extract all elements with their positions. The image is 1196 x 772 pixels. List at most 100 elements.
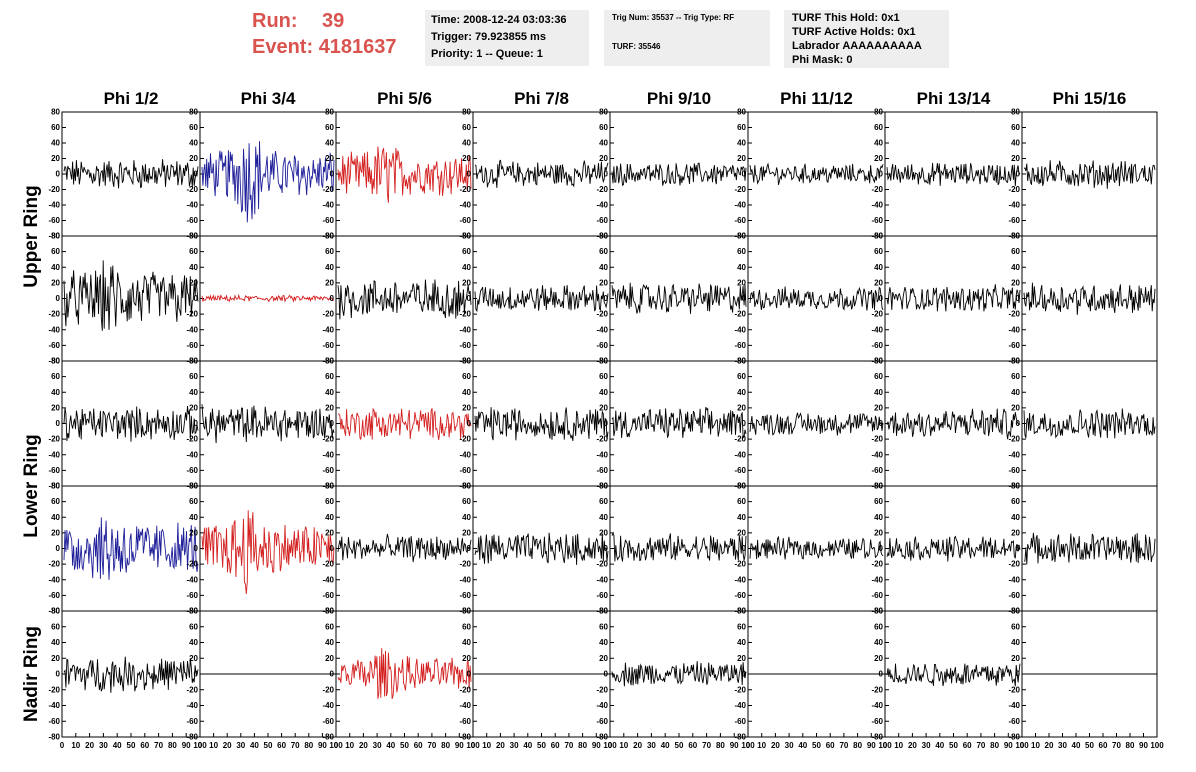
y-tick-label: 20	[462, 403, 471, 412]
y-tick-label: -40	[322, 450, 334, 459]
y-tick-label: 20	[51, 278, 60, 287]
y-tick-label: 20	[1011, 278, 1020, 287]
x-tick-label: 90	[867, 741, 876, 750]
y-tick-label: -20	[871, 560, 883, 569]
y-tick-label: 20	[874, 154, 883, 163]
y-tick-label: -40	[596, 325, 608, 334]
y-tick-label: 20	[737, 403, 746, 412]
x-tick-label: 80	[441, 741, 450, 750]
x-tick-label: 50	[1085, 741, 1094, 750]
y-tick-label: -20	[48, 185, 60, 194]
time-text: Time: 2008-12-24 03:03:36	[431, 14, 567, 26]
y-tick-label: 20	[599, 278, 608, 287]
y-tick-label: 40	[737, 513, 746, 522]
y-tick-label: 40	[51, 388, 60, 397]
y-tick-label: 60	[462, 123, 471, 132]
x-tick-label: 60	[688, 741, 697, 750]
y-tick-label: -20	[596, 435, 608, 444]
y-tick-label: -20	[734, 185, 746, 194]
y-tick-label: -40	[322, 575, 334, 584]
y-tick-label: 0	[1016, 419, 1021, 428]
y-tick-label: -40	[186, 325, 198, 334]
x-tick-label: 80	[990, 741, 999, 750]
y-tick-label: 40	[737, 638, 746, 647]
y-tick-label: -40	[48, 450, 60, 459]
waveform-trace	[474, 285, 609, 313]
x-tick-label: 80	[304, 741, 313, 750]
waveform-trace	[611, 162, 747, 187]
x-tick-label: 40	[798, 741, 807, 750]
y-tick-label: 20	[1011, 528, 1020, 537]
y-tick-label: 80	[462, 232, 471, 241]
y-tick-label: 0	[194, 170, 199, 179]
y-tick-label: 0	[879, 544, 884, 553]
y-tick-label: 80	[51, 108, 60, 117]
y-tick-label: 20	[51, 403, 60, 412]
x-tick-label: 30	[1058, 741, 1067, 750]
y-tick-label: 0	[879, 170, 884, 179]
x-tick-label: 50	[264, 741, 273, 750]
x-tick-label: 10	[619, 741, 628, 750]
y-tick-label: -60	[734, 717, 746, 726]
x-tick-label: 30	[99, 741, 108, 750]
y-tick-label: 40	[51, 263, 60, 272]
y-tick-label: -20	[734, 435, 746, 444]
y-tick-label: -20	[871, 185, 883, 194]
y-tick-label: 20	[1011, 403, 1020, 412]
y-tick-label: -40	[1008, 701, 1020, 710]
x-tick-label: 0	[471, 741, 476, 750]
column-title-5: Phi 9/10	[647, 89, 711, 108]
y-tick-label: -40	[871, 701, 883, 710]
waveform-trace	[201, 141, 335, 223]
y-tick-label: 0	[604, 294, 609, 303]
x-tick-label: 40	[935, 741, 944, 750]
y-tick-label: -60	[48, 341, 60, 350]
x-tick-label: 90	[1004, 741, 1013, 750]
y-tick-label: -80	[48, 482, 60, 491]
x-tick-label: 90	[182, 741, 191, 750]
y-tick-label: 60	[325, 247, 334, 256]
y-tick-label: 0	[1016, 170, 1021, 179]
y-tick-label: 20	[874, 528, 883, 537]
y-tick-label: 20	[325, 528, 334, 537]
y-tick-label: -40	[459, 701, 471, 710]
y-tick-label: -40	[186, 701, 198, 710]
x-tick-label: 60	[140, 741, 149, 750]
y-tick-label: 80	[189, 607, 198, 616]
x-tick-label: 30	[510, 741, 519, 750]
waveform-trace	[474, 407, 609, 441]
y-tick-label: -60	[871, 466, 883, 475]
y-tick-label: 80	[51, 482, 60, 491]
waveform-trace	[63, 159, 199, 189]
y-tick-label: 40	[462, 388, 471, 397]
y-tick-label: -60	[596, 216, 608, 225]
y-tick-label: 80	[1011, 232, 1020, 241]
y-tick-label: -40	[734, 450, 746, 459]
y-tick-label: 60	[189, 497, 198, 506]
y-tick-label: 60	[737, 123, 746, 132]
x-tick-label: 20	[359, 741, 368, 750]
y-tick-label: -60	[596, 717, 608, 726]
y-tick-label: -60	[596, 466, 608, 475]
x-tick-label: 40	[113, 741, 122, 750]
y-tick-label: 20	[325, 154, 334, 163]
y-tick-label: 40	[874, 638, 883, 647]
waveform-trace	[337, 279, 472, 320]
x-tick-label: 100	[329, 741, 343, 750]
column-title-3: Phi 5/6	[377, 89, 432, 108]
y-tick-label: -20	[1008, 310, 1020, 319]
waveform-trace	[749, 412, 884, 436]
waveform-trace	[337, 146, 472, 203]
x-tick-label: 20	[1045, 741, 1054, 750]
y-tick-label: 0	[1016, 670, 1021, 679]
y-tick-label: 40	[462, 139, 471, 148]
y-tick-label: 0	[56, 670, 61, 679]
y-tick-label: 0	[330, 419, 335, 428]
y-tick-label: -40	[596, 201, 608, 210]
y-tick-label: -20	[459, 435, 471, 444]
y-tick-label: 60	[189, 247, 198, 256]
y-tick-label: 0	[56, 544, 61, 553]
y-tick-label: -20	[48, 560, 60, 569]
y-tick-label: -60	[459, 341, 471, 350]
y-tick-label: -20	[48, 685, 60, 694]
